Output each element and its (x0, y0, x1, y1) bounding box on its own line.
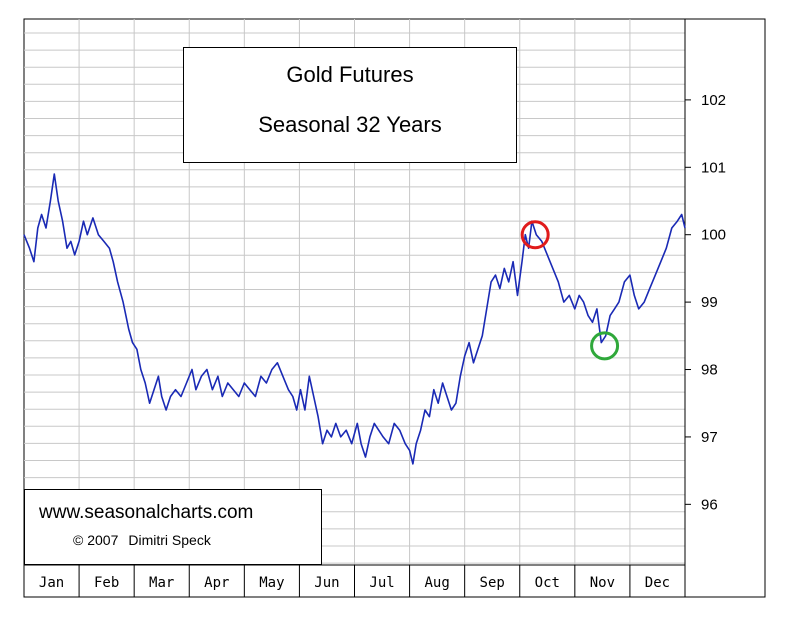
x-tick-label: Apr (204, 575, 229, 591)
annotations-layer (520, 220, 620, 361)
y-tick-label: 102 (701, 92, 726, 109)
chart-title: Gold Futures (286, 62, 414, 87)
y-tick-label: 100 (701, 227, 726, 244)
x-tick-label: Jun (314, 575, 339, 591)
x-tick-label: Sep (480, 575, 505, 591)
credit-site: www.seasonalcharts.com (39, 502, 254, 523)
y-tick-label: 97 (701, 429, 718, 446)
x-tick-label: Dec (645, 575, 670, 591)
chart-subtitle: Seasonal 32 Years (258, 112, 442, 137)
y-tick-label: 96 (701, 496, 718, 513)
series-layer (23, 173, 686, 465)
series-line (23, 173, 686, 465)
y-tick-label: 101 (701, 159, 726, 176)
x-tick-label: Jan (39, 575, 64, 591)
x-tick-label: Mar (149, 575, 174, 591)
x-axis-months: Jan Feb Mar Apr May Jun Jul Aug Sep Oct Nov Dec (39, 565, 670, 597)
credit-box: www.seasonalcharts.com © 2007 Dimitri Spe… (24, 489, 322, 565)
annotation-circle (590, 331, 620, 361)
x-tick-label: May (259, 575, 284, 591)
credit-line: © 2007 Dimitri Speck (73, 532, 211, 548)
x-tick-label: Aug (424, 575, 449, 591)
y-axis-ticks: 96 97 98 99 100 101 102 (685, 92, 726, 513)
annotation-circle (520, 220, 550, 250)
y-tick-label: 99 (701, 294, 718, 311)
y-tick-label: 98 (701, 362, 718, 379)
credit-author: Dimitri Speck (128, 532, 211, 548)
chart-title-box: Gold Futures Seasonal 32 Years (183, 47, 517, 163)
credit-copyright: © 2007 (73, 532, 119, 548)
x-tick-label: Nov (590, 575, 615, 591)
x-tick-label: Feb (94, 575, 119, 591)
x-tick-label: Jul (369, 575, 394, 591)
x-tick-label: Oct (535, 575, 560, 591)
